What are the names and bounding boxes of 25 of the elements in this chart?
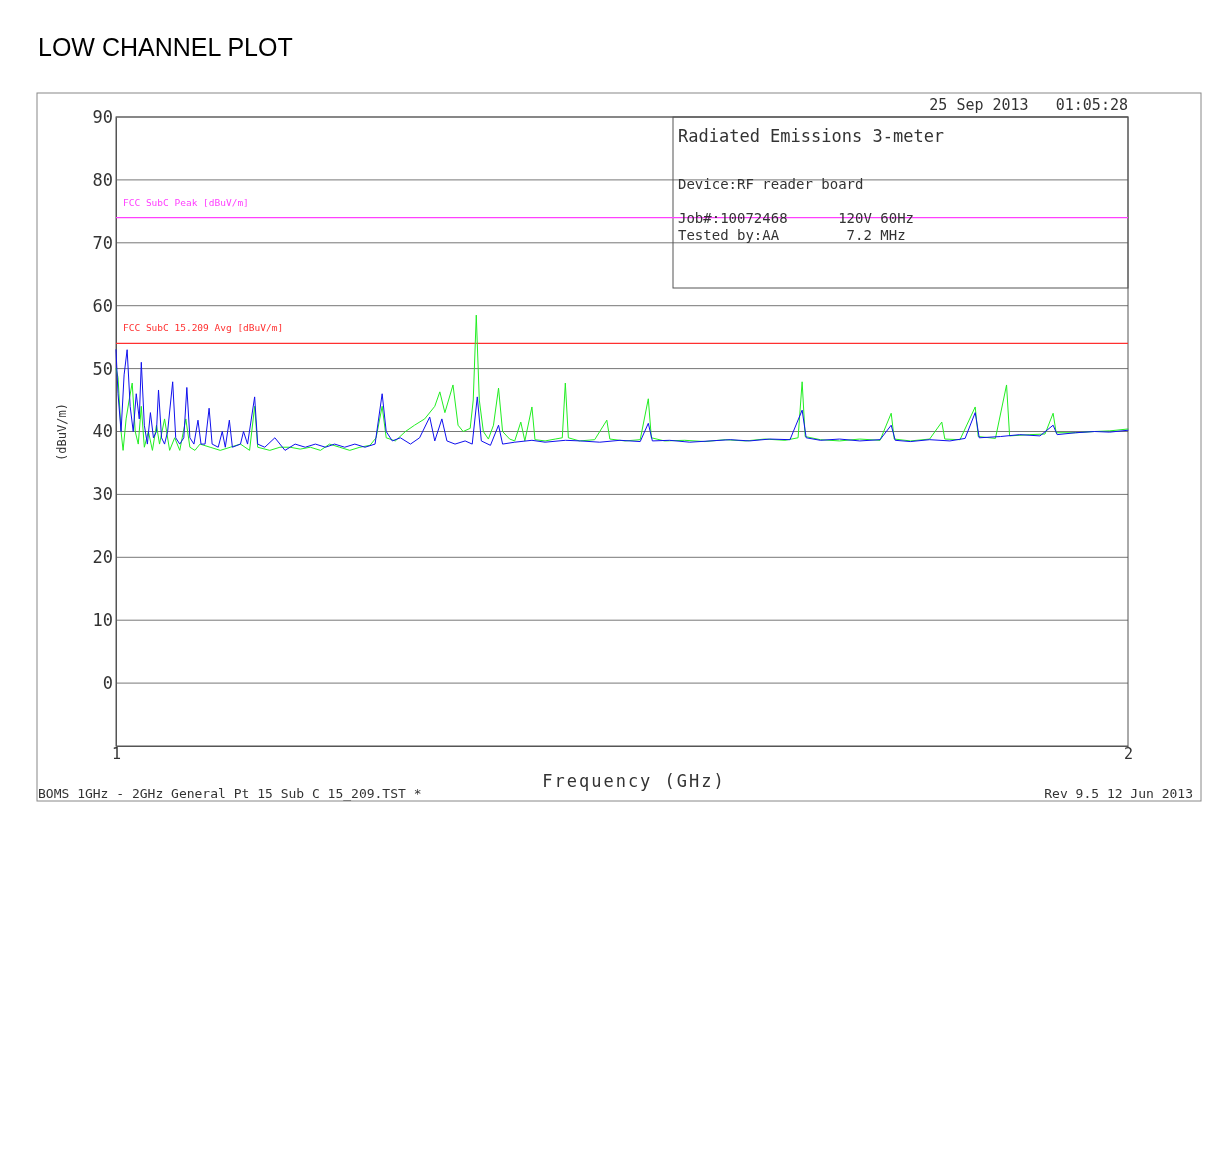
annotation: Radiated Emissions 3-meter xyxy=(678,126,945,146)
y-tick-label: 40 xyxy=(92,421,113,442)
y-tick-label: 20 xyxy=(92,547,113,568)
chart-title: LOW CHANNEL PLOT xyxy=(38,33,293,61)
x-tick-label: 2 xyxy=(1123,744,1134,763)
y-tick-label: 80 xyxy=(92,169,113,190)
y-tick-label: 50 xyxy=(92,358,113,379)
y-axis-title: (dBuV/m) xyxy=(55,403,69,461)
ref-line-label: FCC SubC 15.209 Avg [dBuV/m] xyxy=(123,322,284,334)
ref-line-label: FCC SubC Peak [dBuV/m] xyxy=(123,196,249,208)
annotation: Device:RF reader board xyxy=(678,176,864,192)
annotation: Tested by:AA 7.2 MHz xyxy=(678,227,906,243)
line-series xyxy=(115,314,1129,451)
y-tick-label: 0 xyxy=(102,673,113,694)
text: BOMS 1GHz - 2GHz General Pt 15 Sub C 15_209.TST * xyxy=(38,786,422,801)
y-tick-label: 70 xyxy=(92,232,113,253)
x-tick-label: 1 xyxy=(111,744,122,763)
text: 25 Sep 2013 01:05:28 xyxy=(929,96,1128,114)
line-series xyxy=(115,349,1129,451)
y-tick-label: 90 xyxy=(92,106,113,127)
y-tick-label: 30 xyxy=(92,484,113,505)
text: Rev 9.5 12 Jun 2013 xyxy=(1044,786,1193,801)
y-tick-label: 10 xyxy=(92,610,113,631)
y-tick-label: 60 xyxy=(92,295,113,316)
x-axis-title: Frequency (GHz) xyxy=(542,771,726,791)
